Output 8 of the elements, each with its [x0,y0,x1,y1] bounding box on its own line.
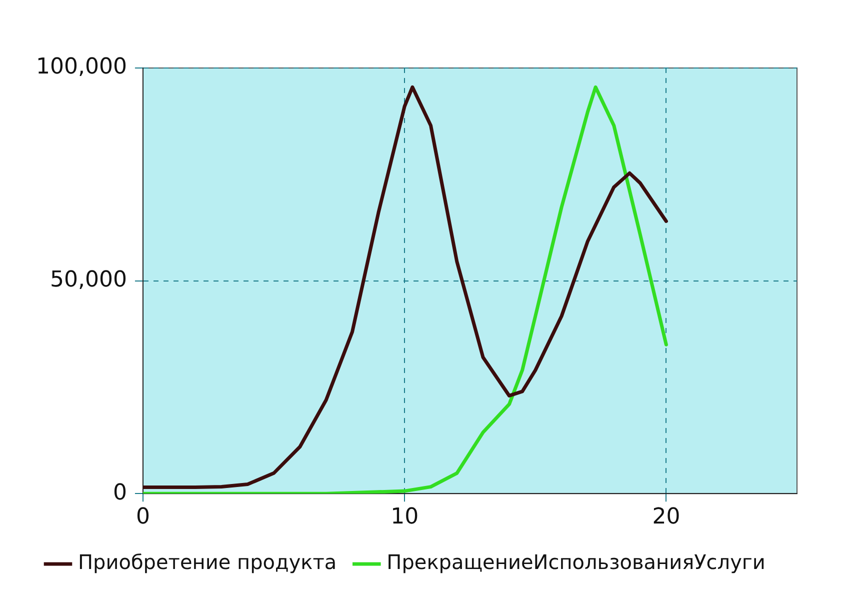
x-tick-label: 20 [652,504,680,530]
y-tick-label: 50,000 [50,268,127,293]
x-tick-label: 10 [390,504,419,530]
y-tick-label: 100,000 [36,54,127,80]
legend-label: Приобретение продукта [78,550,337,574]
legend-label: ПрекращениеИспользованияУслуги [386,550,766,574]
y-tick-label: 0 [112,480,127,506]
x-tick-label: 0 [136,504,150,530]
